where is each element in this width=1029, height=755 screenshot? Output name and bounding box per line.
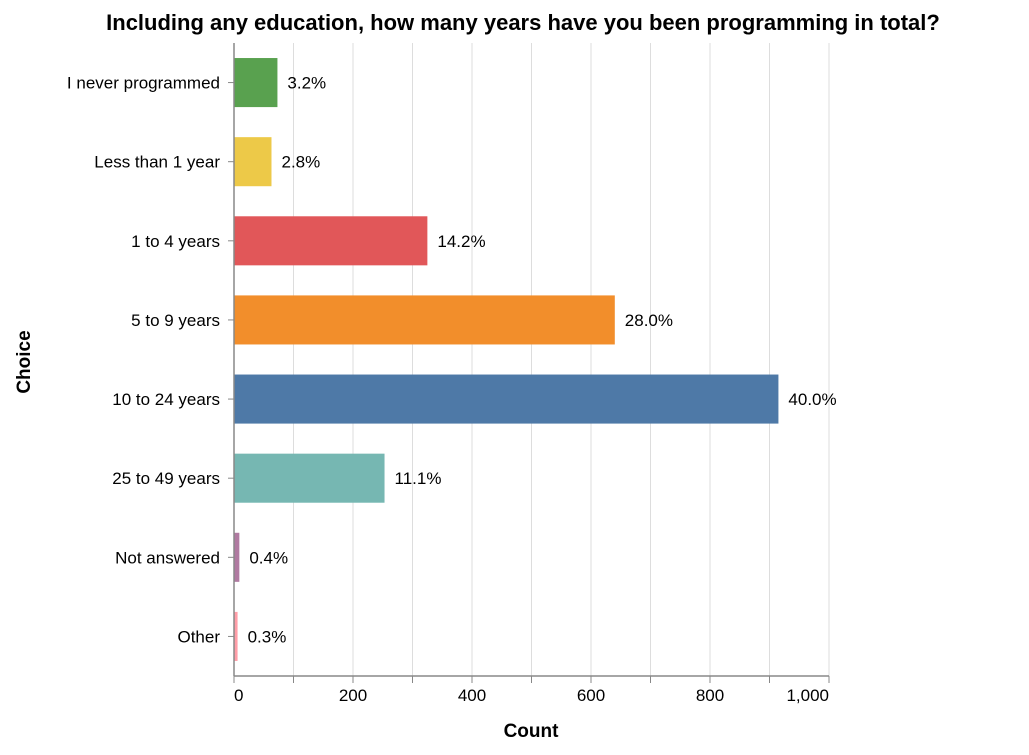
bar	[234, 216, 428, 266]
x-tick-label: 200	[339, 686, 367, 705]
x-tick-label: 0	[234, 686, 243, 705]
y-tick-label: 5 to 9 years	[131, 311, 220, 330]
axes: I never programmed Less than 1 year 1 to 4…	[67, 43, 830, 705]
bar-data-label: 0.4%	[249, 548, 288, 567]
x-tick-label: 1,000	[786, 686, 829, 705]
bar-data-label: 40.0%	[788, 390, 836, 409]
bar-data-label: 3.2%	[287, 74, 326, 93]
bar-data-label: 14.2%	[437, 232, 485, 251]
bar	[234, 374, 779, 424]
bar	[234, 611, 238, 661]
bar	[234, 295, 615, 345]
x-axis-title: Count	[504, 721, 560, 742]
bar	[234, 137, 272, 187]
x-tick-label: 400	[458, 686, 486, 705]
y-tick-label: Not answered	[115, 548, 220, 567]
bar	[234, 58, 278, 108]
y-tick-label: I never programmed	[67, 74, 220, 93]
y-tick-label: 25 to 49 years	[112, 469, 220, 488]
x-tick-label: 600	[577, 686, 605, 705]
y-tick-label: 1 to 4 years	[131, 232, 220, 251]
bar-data-label: 0.3%	[248, 627, 287, 646]
bar	[234, 453, 385, 503]
y-tick-label: Less than 1 year	[94, 153, 220, 172]
bar-data-label: 28.0%	[625, 311, 673, 330]
x-tick-label: 800	[696, 686, 724, 705]
chart-title: Including any education, how many years …	[106, 10, 940, 35]
bar-data-label: 2.8%	[281, 153, 320, 172]
bar	[234, 532, 240, 582]
y-tick-label: 10 to 24 years	[112, 390, 220, 409]
bars: 3.2% 2.8% 14.2% 28.0% 40.0% 11.1% 0.4% 0.3%	[234, 58, 837, 661]
bar-data-label: 11.1%	[395, 469, 442, 488]
y-tick-label: Other	[177, 627, 220, 646]
y-axis-title: Choice	[14, 330, 35, 393]
gridlines	[293, 43, 830, 676]
